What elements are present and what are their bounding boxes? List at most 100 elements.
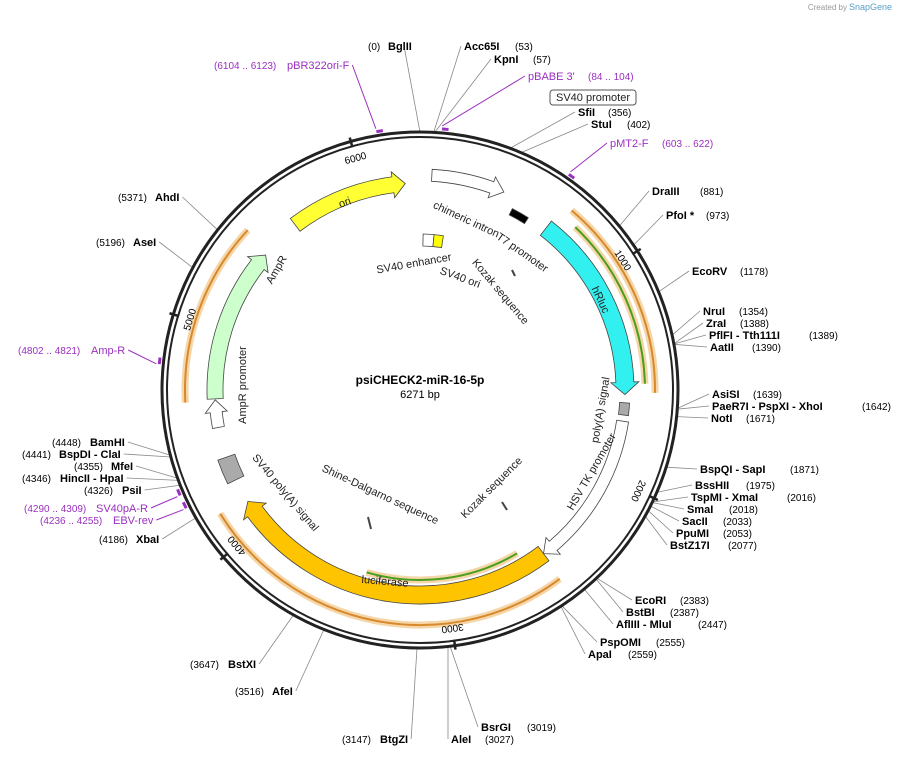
primer-line <box>442 75 526 127</box>
site-position: (881) <box>700 187 723 198</box>
site-position: (57) <box>533 55 551 66</box>
site-line <box>520 123 589 154</box>
site-name: AatII <box>710 342 734 354</box>
ruler-label: 6000 <box>343 151 368 168</box>
ruler-label: 3000 <box>440 621 464 635</box>
feature-shape <box>242 500 550 605</box>
site-name: StuI <box>591 119 612 131</box>
site-line <box>673 334 707 345</box>
feature-shape <box>289 170 406 232</box>
primer-mark <box>567 173 576 180</box>
site-line <box>644 515 668 546</box>
site-name: XbaI <box>136 534 159 546</box>
site-position: (1671) <box>746 414 775 425</box>
ruler-tick <box>648 494 659 502</box>
site-name: TspMI - XmaI <box>691 492 758 504</box>
primer-name: pBABE 3' <box>528 71 575 83</box>
site-position: (402) <box>627 120 650 131</box>
feature-shape <box>217 453 245 485</box>
primer-name: EBV-rev <box>113 515 154 527</box>
site-line <box>671 310 701 336</box>
site-name: PpuMI <box>676 528 709 540</box>
site-line <box>434 58 492 133</box>
created-by: Created by <box>808 3 847 12</box>
site-position: (2018) <box>729 505 758 516</box>
site-position: (3147) <box>342 735 371 746</box>
site-line <box>159 241 194 269</box>
primer-mark <box>181 501 188 509</box>
primer-line <box>128 349 157 365</box>
site-line <box>449 646 479 728</box>
primer-mark <box>157 357 162 365</box>
site-position: (4326) <box>84 486 113 497</box>
site-position: (1390) <box>752 343 781 354</box>
site-line <box>123 453 171 458</box>
feature-label: SV40 promoter <box>556 92 630 104</box>
backbone-outer <box>160 130 680 650</box>
site-position: (0) <box>368 42 380 53</box>
site-position: (3516) <box>235 687 264 698</box>
site-line <box>618 190 650 227</box>
site-line <box>509 111 576 149</box>
site-name: BamHI <box>90 437 125 449</box>
primer-range: (603 .. 622) <box>662 139 713 150</box>
primer-range: (4802 .. 4821) <box>18 346 80 357</box>
site-line <box>561 605 598 643</box>
site-line <box>127 441 171 456</box>
primer-name: pBR322ori-F <box>287 60 350 72</box>
site-line <box>656 484 693 493</box>
site-name: EcoRI <box>635 595 666 607</box>
primer-line <box>156 509 184 521</box>
ruler-tick <box>452 639 457 650</box>
site-name: ApaI <box>588 649 612 661</box>
site-line <box>595 578 624 613</box>
site-name: SfiI <box>578 107 595 119</box>
site-position: (4346) <box>22 474 51 485</box>
primer-mark <box>176 488 182 496</box>
brand: SnapGene <box>849 2 892 12</box>
site-position: (1639) <box>753 390 782 401</box>
site-position: (1642) <box>862 402 891 413</box>
primer-name: pMT2-F <box>610 138 649 150</box>
site-position: (4355) <box>74 462 103 473</box>
site-line <box>295 629 325 692</box>
seq-mark <box>511 269 516 277</box>
feature-shape <box>543 419 630 555</box>
label-box <box>549 89 637 106</box>
site-line <box>182 196 218 231</box>
ruler-tick <box>631 247 642 256</box>
primer-range: (84 .. 104) <box>588 72 634 83</box>
feature-shape <box>508 208 529 225</box>
site-line <box>144 484 181 491</box>
site-position: (1354) <box>739 307 768 318</box>
feature-shape <box>431 168 505 199</box>
orf-arc <box>219 513 561 626</box>
site-line <box>126 477 179 481</box>
site-line <box>652 502 685 510</box>
primer-range: (4290 .. 4309) <box>24 504 86 515</box>
site-name: KpnI <box>494 54 518 66</box>
site-line <box>650 505 680 522</box>
feature-shape <box>204 399 229 429</box>
site-name: PsiI <box>122 485 142 497</box>
site-name: BstBI <box>626 607 655 619</box>
site-position: (2077) <box>728 541 757 552</box>
site-line <box>652 496 689 503</box>
site-line <box>433 45 462 133</box>
site-name: SmaI <box>687 504 713 516</box>
site-line <box>135 465 178 479</box>
feature-label: chimeric intron <box>431 199 501 240</box>
site-name: BssHII <box>695 480 729 492</box>
site-name: AseI <box>133 237 156 249</box>
site-position: (3027) <box>485 735 514 746</box>
site-name: BglII <box>388 41 412 53</box>
orf-arc <box>366 552 518 581</box>
site-position: (356) <box>608 108 631 119</box>
site-line <box>658 270 690 293</box>
orf-arc <box>183 229 249 403</box>
feature-label: Shine-Dalgarno sequence <box>320 463 440 528</box>
site-name: NotI <box>711 413 732 425</box>
site-line <box>258 614 294 665</box>
site-name: PfoI * <box>666 210 695 222</box>
site-line <box>162 517 197 540</box>
